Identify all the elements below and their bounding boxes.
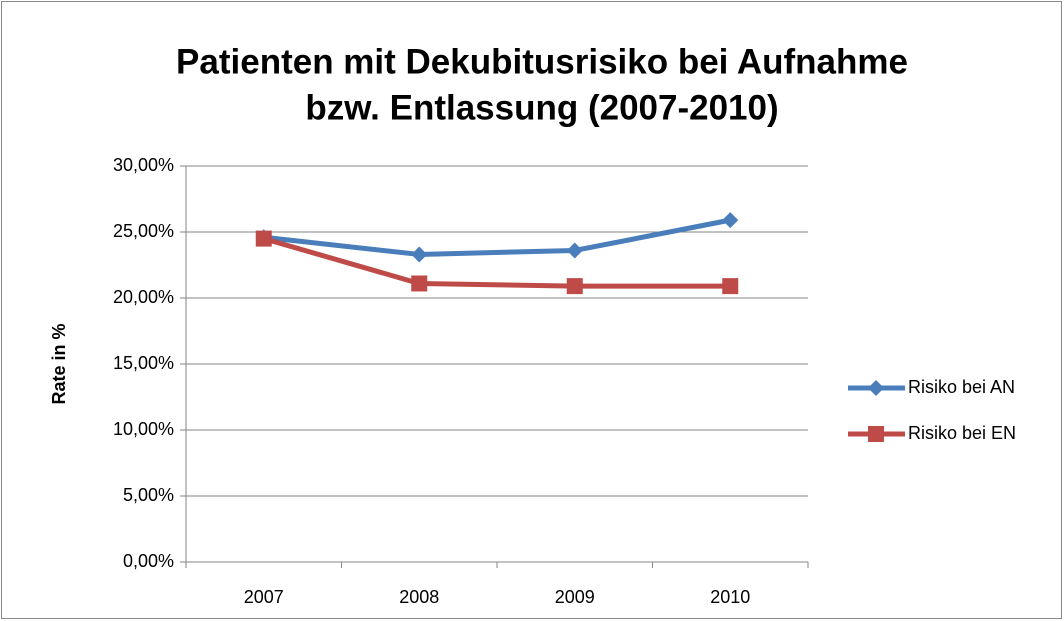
legend-marker xyxy=(868,380,884,396)
y-tick-label: 15,00% xyxy=(113,353,174,373)
y-tick-label: 5,00% xyxy=(123,485,174,505)
chart-title: bzw. Entlassung (2007-2010) xyxy=(305,88,778,127)
data-point xyxy=(722,278,739,295)
data-point xyxy=(722,212,739,229)
x-tick-label: 2007 xyxy=(244,587,284,607)
x-tick-label: 2009 xyxy=(555,587,595,607)
data-point xyxy=(411,246,428,263)
x-tick-label: 2010 xyxy=(710,587,750,607)
data-point xyxy=(566,242,583,259)
y-tick-label: 25,00% xyxy=(113,221,174,241)
y-axis-title: Rate in % xyxy=(49,323,69,404)
legend-label: Risiko bei AN xyxy=(908,377,1015,397)
chart-title: Patienten mit Dekubitusrisiko bei Aufnah… xyxy=(176,42,908,81)
legend-label: Risiko bei EN xyxy=(908,423,1016,443)
y-tick-label: 20,00% xyxy=(113,287,174,307)
data-point xyxy=(255,230,272,247)
y-tick-label: 30,00% xyxy=(113,155,174,175)
x-tick-label: 2008 xyxy=(399,587,439,607)
data-point xyxy=(566,278,583,295)
y-tick-label: 0,00% xyxy=(123,551,174,571)
legend-marker xyxy=(868,426,884,442)
y-tick-label: 10,00% xyxy=(113,419,174,439)
series-line xyxy=(263,236,731,289)
series-line xyxy=(263,217,731,257)
data-point xyxy=(411,275,428,292)
